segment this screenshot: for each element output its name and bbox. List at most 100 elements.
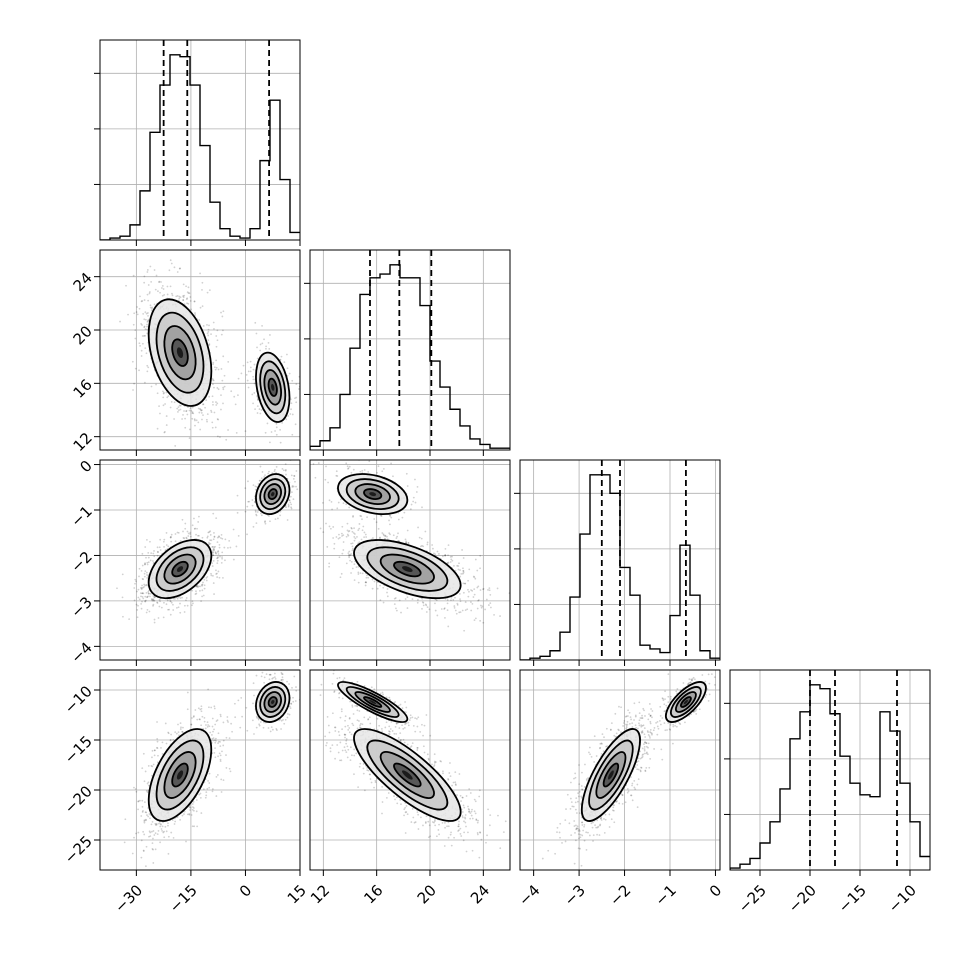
sample-point: [143, 275, 146, 278]
sample-point: [181, 596, 183, 599]
sample-point: [401, 516, 404, 519]
sample-point: [138, 369, 140, 372]
sample-point: [199, 797, 202, 799]
sample-point: [253, 363, 256, 366]
sample-point: [376, 471, 378, 474]
sample-point: [384, 537, 386, 540]
sample-point: [426, 606, 429, 609]
sample-point: [189, 300, 192, 302]
sample-point: [171, 292, 173, 295]
sample-point: [121, 573, 124, 576]
sample-point: [181, 418, 183, 420]
sample-point: [252, 378, 255, 381]
sample-point: [146, 293, 149, 296]
sample-point: [209, 542, 212, 545]
sample-point: [147, 299, 150, 302]
sample-point: [254, 509, 257, 512]
sample-point: [140, 602, 143, 605]
sample-point: [342, 502, 345, 505]
sample-point: [137, 604, 139, 607]
sample-point: [177, 406, 180, 409]
sample-point: [450, 596, 453, 599]
sample-point: [249, 370, 252, 373]
sample-point: [403, 511, 406, 514]
sample-point: [480, 606, 483, 609]
sample-point: [295, 401, 298, 404]
sample-point: [348, 465, 351, 468]
sample-point: [338, 556, 341, 559]
sample-point: [162, 616, 165, 619]
sample-point: [183, 294, 186, 297]
sample-point: [351, 542, 354, 545]
sample-point: [350, 542, 353, 545]
sample-point: [208, 786, 211, 789]
sample-point: [189, 407, 192, 410]
sample-point: [496, 587, 499, 590]
sample-point: [203, 578, 206, 581]
sample-point: [177, 411, 179, 413]
sample-point: [182, 295, 184, 297]
sample-point: [135, 603, 138, 606]
sample-point: [182, 530, 184, 533]
sample-point: [136, 590, 138, 593]
sample-point: [209, 539, 211, 542]
sample-point: [151, 848, 154, 850]
sample-point: [162, 404, 165, 407]
sample-point: [388, 532, 391, 535]
sample-point: [449, 555, 452, 558]
sample-point: [146, 325, 148, 328]
sample-point: [357, 565, 360, 568]
sample-point: [367, 576, 370, 579]
sample-point: [349, 559, 351, 562]
sample-point: [464, 582, 466, 585]
sample-point: [185, 597, 188, 599]
sample-point: [206, 291, 209, 294]
density-contour: [255, 473, 291, 515]
sample-point: [154, 596, 156, 599]
sample-point: [284, 468, 287, 471]
sample-point: [156, 392, 159, 395]
sample-point: [222, 779, 225, 782]
sample-point: [295, 485, 297, 488]
sample-point: [432, 547, 434, 550]
sample-point: [347, 468, 349, 470]
sample-point: [193, 715, 195, 717]
sample-point: [147, 314, 149, 317]
sample-point: [186, 530, 189, 533]
panel-frame: [309, 459, 511, 661]
sample-point: [273, 470, 276, 473]
sample-point: [346, 522, 349, 525]
sample-point: [188, 813, 191, 816]
sample-point: [450, 558, 453, 561]
sample-point: [215, 569, 217, 572]
sample-point: [289, 501, 292, 504]
sample-point: [196, 586, 199, 589]
sample-point: [158, 598, 161, 601]
sample-point: [264, 431, 267, 434]
sample-point: [456, 564, 459, 567]
sample-point: [199, 408, 202, 411]
sample-point: [199, 306, 202, 309]
sample-point: [227, 453, 229, 455]
sample-point: [153, 303, 156, 306]
sample-point: [155, 823, 158, 826]
density-contour: [345, 478, 400, 510]
sample-point: [139, 586, 142, 589]
sample-point: [312, 463, 315, 465]
sample-point: [213, 532, 215, 534]
sample-point: [169, 536, 172, 539]
sample-point: [476, 607, 479, 610]
sample-point: [294, 480, 296, 483]
sample-point: [242, 364, 245, 367]
sample-point: [169, 259, 172, 262]
sample-point: [453, 605, 456, 607]
sample-point: [200, 409, 203, 412]
sample-point: [376, 587, 379, 590]
density-fill: [176, 566, 184, 572]
sample-point: [172, 603, 174, 606]
sample-point: [368, 460, 371, 463]
sample-point: [212, 551, 215, 554]
density-contour: [263, 369, 282, 406]
sample-point: [456, 602, 459, 605]
sample-point: [197, 407, 200, 410]
